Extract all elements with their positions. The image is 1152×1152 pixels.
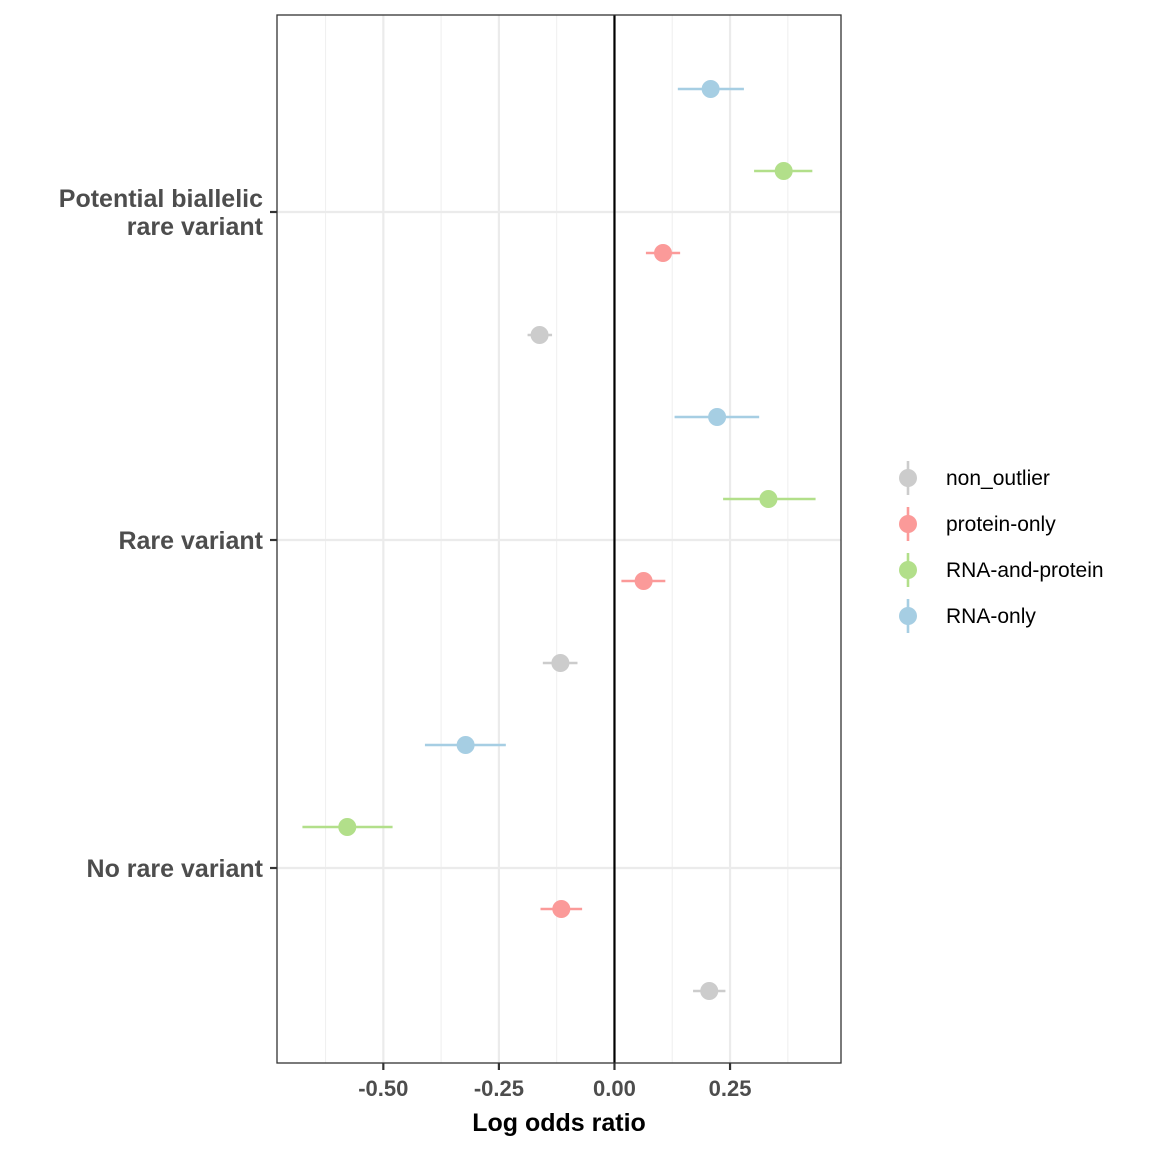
data-point [701, 80, 720, 98]
data-point [530, 326, 549, 344]
legend-item: non_outlier [899, 461, 1050, 495]
x-tick-label: 0.25 [709, 1076, 752, 1101]
x-axis-title: Log odds ratio [472, 1109, 646, 1137]
series-RNA-and-protein [302, 162, 816, 836]
legend-label: RNA-and-protein [946, 559, 1104, 582]
data-point [338, 818, 357, 836]
y-tick-label: No rare variant [87, 855, 264, 883]
legend-item: RNA-only [899, 599, 1036, 633]
plot-panel [276, 14, 842, 1064]
x-tick-label: -0.50 [358, 1076, 408, 1101]
legend-label: non_outlier [946, 467, 1050, 490]
legend-key-point [899, 515, 917, 533]
legend: non_outlier protein-only RNA-and-protein RN… [899, 461, 1104, 633]
series-protein-only [540, 244, 681, 918]
x-tick-label: 0.00 [593, 1076, 636, 1101]
series-non_outlier [527, 326, 726, 1000]
data-point [552, 900, 571, 918]
data-point [774, 162, 793, 180]
y-axis: No rare variant Rare variant Potential bia… [59, 185, 277, 883]
legend-key-point [899, 607, 917, 625]
legend-item: protein-only [899, 507, 1056, 541]
data-point [551, 654, 570, 672]
data-point [759, 490, 778, 508]
x-axis: -0.50 -0.25 0.00 0.25 [358, 1063, 751, 1101]
legend-label: RNA-only [946, 605, 1036, 628]
data-point [708, 408, 727, 426]
legend-key-point [899, 469, 917, 487]
series-RNA-only [424, 80, 760, 754]
data-point [654, 244, 673, 262]
y-tick-label: Potential biallelic rare variant [59, 185, 264, 241]
y-tick-label: Rare variant [118, 527, 263, 555]
data-point [700, 982, 719, 1000]
legend-label: protein-only [946, 513, 1056, 536]
legend-key-point [899, 561, 917, 579]
data-point [456, 736, 475, 754]
data-point [634, 572, 653, 590]
x-tick-label: -0.25 [474, 1076, 524, 1101]
legend-item: RNA-and-protein [899, 553, 1104, 587]
